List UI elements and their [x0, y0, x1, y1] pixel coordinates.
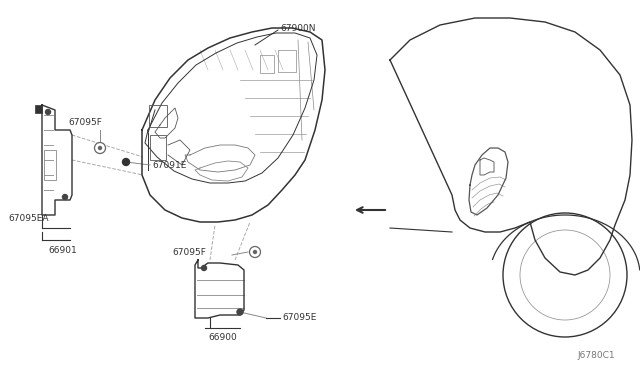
Circle shape — [95, 142, 106, 154]
Circle shape — [250, 247, 260, 257]
Circle shape — [99, 147, 102, 150]
Text: 67095E: 67095E — [282, 314, 316, 323]
FancyBboxPatch shape — [35, 105, 42, 113]
Text: 66901: 66901 — [48, 246, 77, 254]
Circle shape — [122, 158, 129, 166]
Text: 67095F: 67095F — [172, 247, 206, 257]
Circle shape — [202, 266, 207, 270]
Circle shape — [63, 195, 67, 199]
Circle shape — [237, 309, 243, 315]
Text: 66900: 66900 — [208, 334, 237, 343]
Text: 67095F: 67095F — [68, 118, 102, 126]
Text: 67900N: 67900N — [280, 23, 316, 32]
Circle shape — [253, 250, 257, 253]
Text: J6780C1: J6780C1 — [577, 350, 615, 359]
Circle shape — [45, 109, 51, 115]
Text: 67091E: 67091E — [152, 160, 186, 170]
Text: 67095EA: 67095EA — [8, 214, 49, 222]
